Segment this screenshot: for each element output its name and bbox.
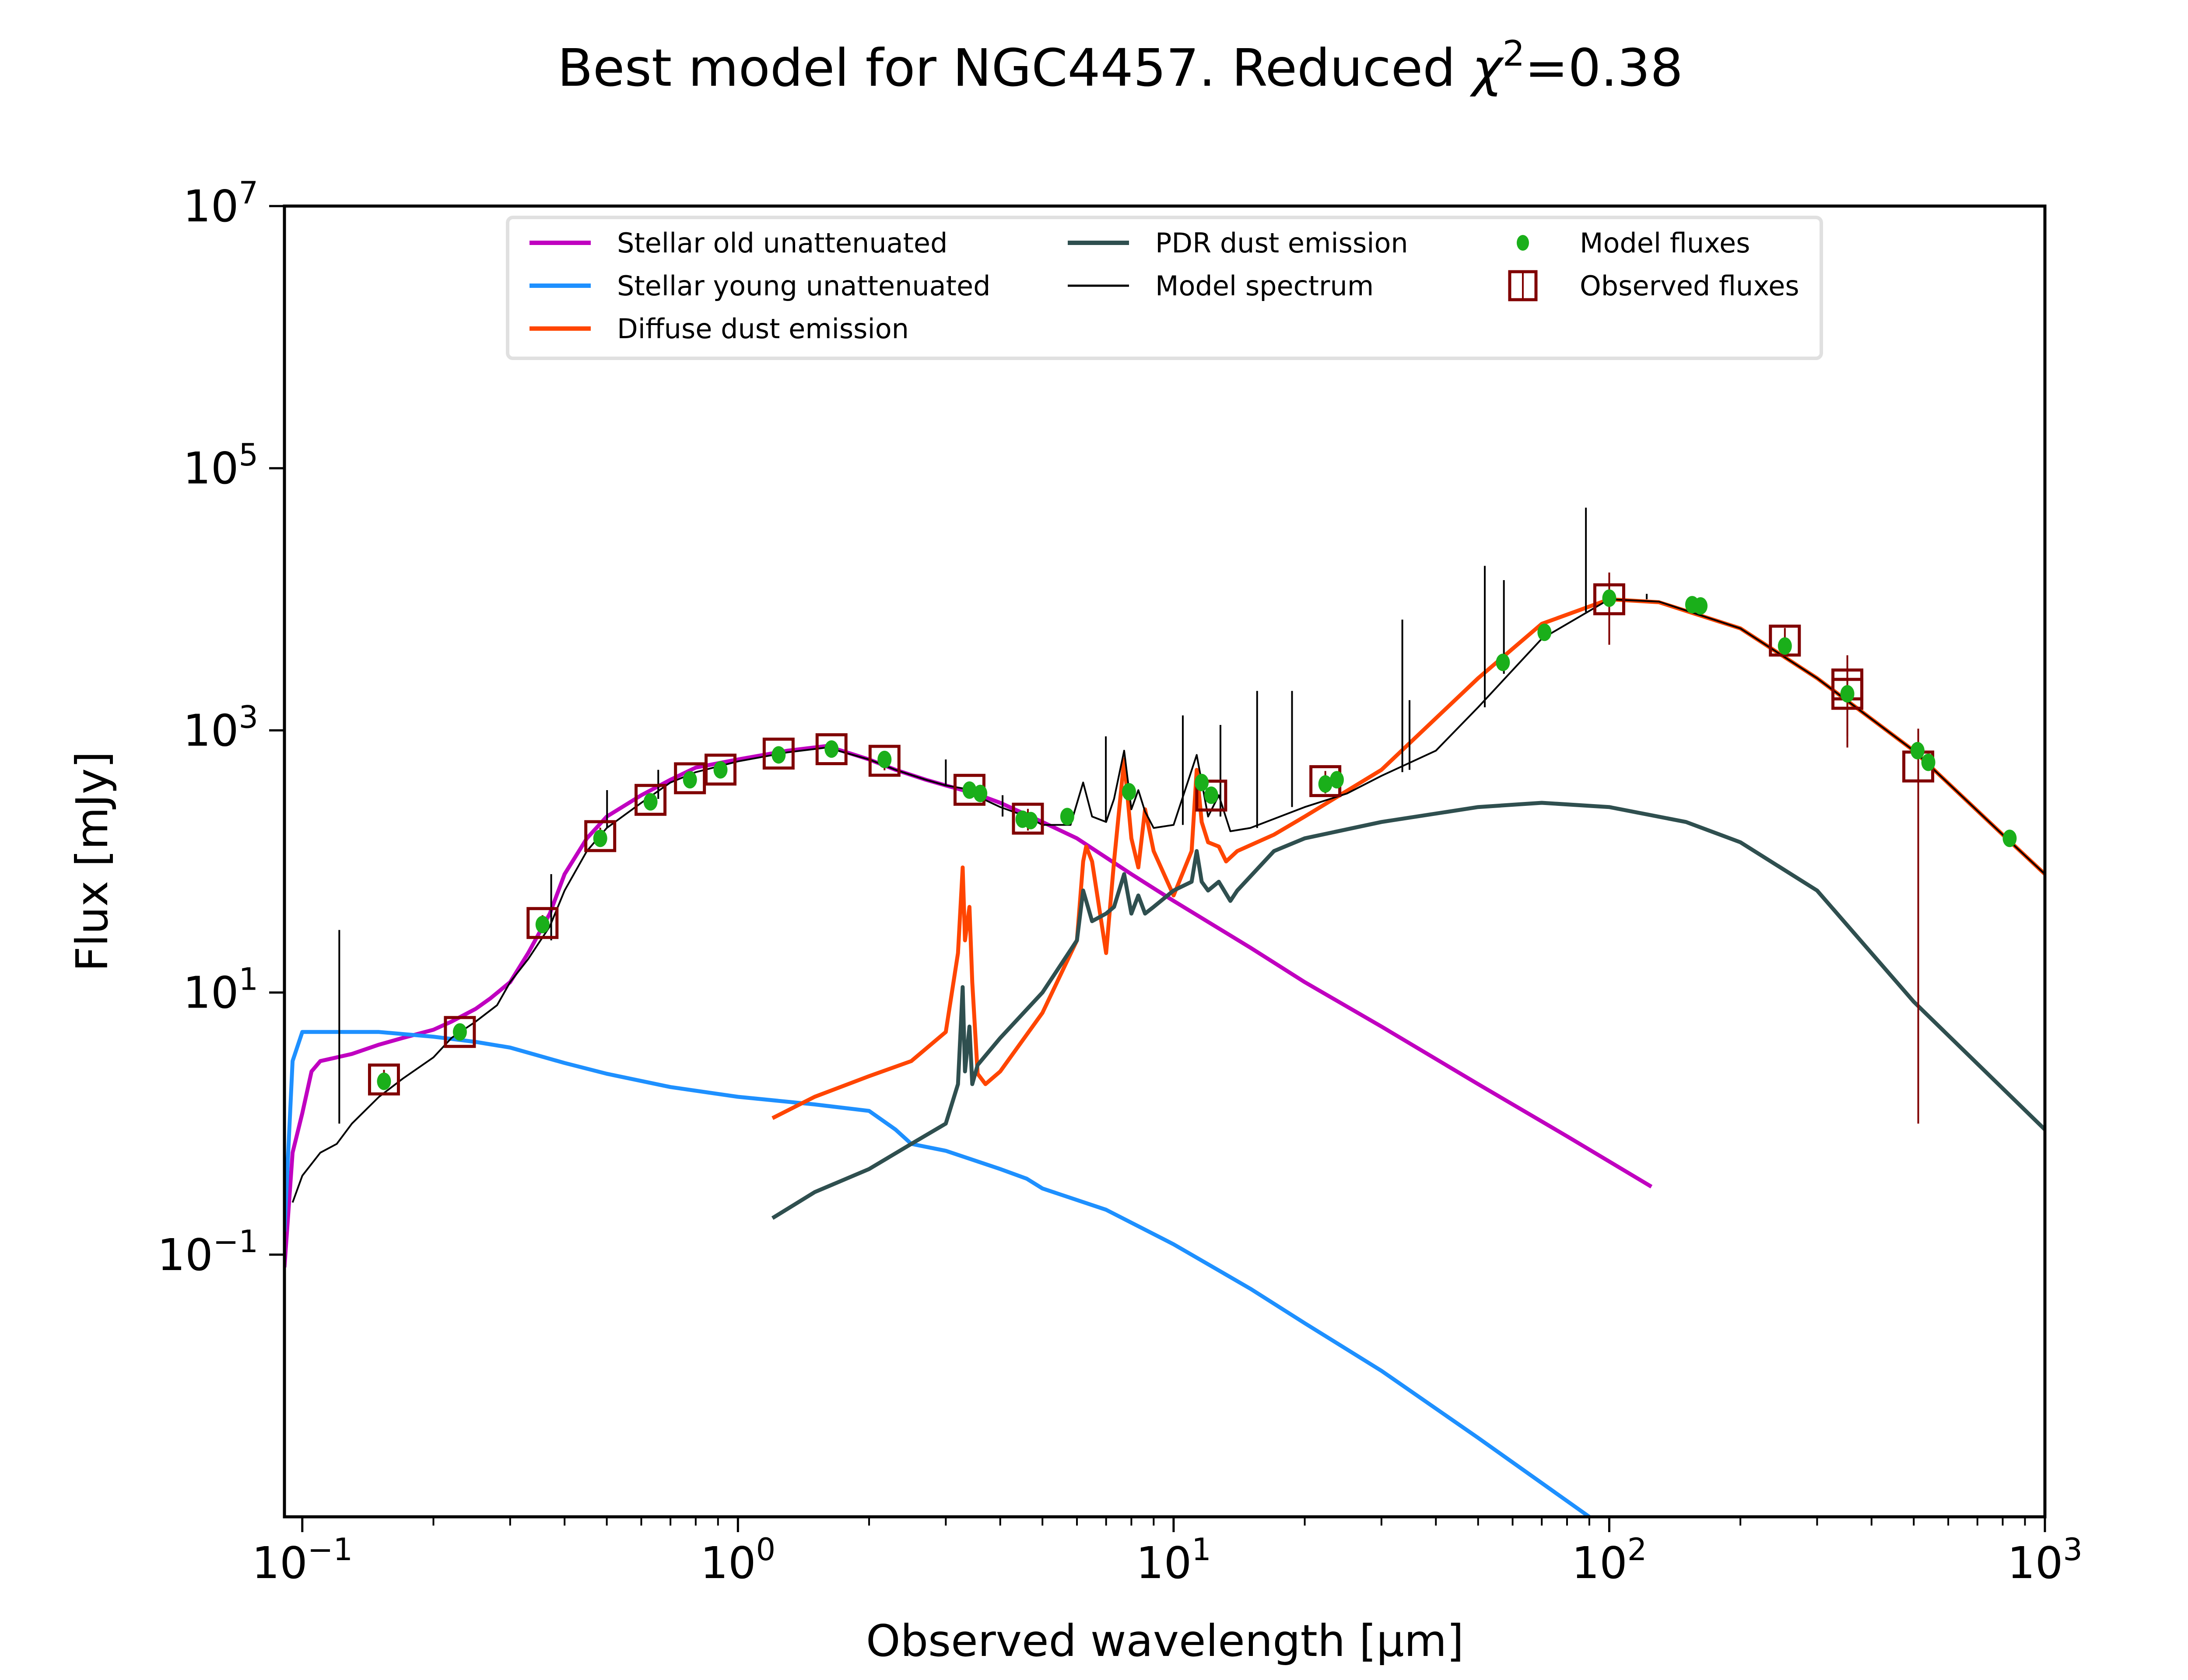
- legend-item-diffuse-dust-emission: Diffuse dust emission: [529, 313, 909, 345]
- observed-flux-marker: [526, 907, 559, 939]
- model-flux-point: [452, 1023, 467, 1041]
- model-flux-point: [1060, 808, 1074, 826]
- x-tick-label: 10−1: [252, 1532, 353, 1589]
- x-tick-label: 101: [1136, 1532, 1211, 1589]
- y-tick-label: 101: [183, 962, 258, 1018]
- model-flux-point: [1537, 623, 1552, 641]
- observed-flux-marker: [368, 1063, 400, 1096]
- model-flux-point: [1602, 589, 1616, 607]
- legend-label: Observed fluxes: [1580, 270, 1799, 302]
- title-suffix: =0.38: [1525, 38, 1683, 98]
- model-flux-point: [962, 781, 977, 799]
- y-tick-label: 105: [183, 437, 258, 494]
- model-flux-point: [2002, 830, 2017, 847]
- observed-flux-marker: [868, 745, 901, 777]
- observed-flux-marker: [815, 733, 848, 766]
- model-flux-point: [535, 916, 550, 934]
- observed-flux-marker: [584, 820, 617, 852]
- series-line-diffuse-dust-emission: [771, 597, 2045, 1120]
- x-tick-label: 103: [2007, 1532, 2083, 1589]
- model-flux-point: [1496, 654, 1510, 672]
- observed-flux-marker: [1012, 802, 1044, 835]
- legend-item-model-fluxes: Model fluxes: [1517, 227, 1750, 259]
- title-prefix: Best model for NGC4457. Reduced: [558, 38, 1472, 98]
- legend-label: PDR dust emission: [1155, 227, 1408, 259]
- model-flux-point: [593, 830, 607, 847]
- model-fluxes-layer: [377, 589, 2017, 1090]
- legend-swatch: [1517, 235, 1529, 251]
- x-axis: 10−1 100 101 102 103: [252, 1517, 2083, 1589]
- observed-flux-marker: [705, 753, 737, 786]
- legend-item-observed-fluxes: Observed fluxes: [1508, 270, 1799, 302]
- y-axis: 10−1 101 103 105 107: [158, 175, 284, 1281]
- model-flux-point: [377, 1072, 391, 1090]
- y-tick-label: 10−1: [158, 1224, 258, 1281]
- plot-area: [284, 508, 2045, 1517]
- model-flux-point: [877, 750, 892, 768]
- model-flux-point: [824, 740, 839, 758]
- model-flux-point: [1318, 775, 1332, 793]
- model-flux-point: [1910, 742, 1925, 760]
- model-flux-point: [1694, 597, 1708, 615]
- legend-item-model-spectrum: Model spectrum: [1068, 270, 1374, 302]
- legend-item-stellar-old-unattenuated: Stellar old unattenuated: [529, 227, 947, 259]
- series-layer: [284, 597, 2045, 1517]
- legend-box: [506, 216, 1823, 360]
- model-flux-point: [1921, 753, 1936, 771]
- model-flux-point: [713, 761, 728, 779]
- legend-label: Diffuse dust emission: [617, 313, 909, 345]
- series-line-pdr-dust-emission: [771, 801, 2045, 1220]
- legend-label: Model spectrum: [1155, 270, 1374, 302]
- x-tick-label: 102: [1572, 1532, 1647, 1589]
- observed-flux-marker: [674, 762, 706, 794]
- model-flux-point: [1122, 783, 1136, 801]
- axes-frame: [283, 204, 2047, 1519]
- observed-flux-marker: [444, 1016, 476, 1048]
- legend-label: Stellar old unattenuated: [617, 227, 947, 259]
- observed-flux-marker: [1769, 624, 1801, 657]
- model-flux-point: [1329, 771, 1344, 789]
- legend-item-stellar-young-unattenuated: Stellar young unattenuated: [529, 270, 990, 302]
- y-tick-label: 107: [183, 175, 258, 232]
- y-axis-label: Flux [mJy]: [67, 751, 118, 972]
- observed-flux-marker: [1831, 678, 1864, 710]
- legend-label: Model fluxes: [1580, 227, 1750, 259]
- legend: Stellar old unattenuated Stellar young un…: [506, 216, 1823, 360]
- y-tick-label: 103: [183, 699, 258, 756]
- model-flux-point: [1024, 812, 1038, 830]
- x-axis-label: Observed wavelength [μm]: [866, 1615, 1464, 1666]
- title-sup: 2: [1503, 33, 1525, 74]
- emission-lines-layer: [338, 508, 1697, 1124]
- model-flux-point: [973, 784, 988, 802]
- observed-flux-marker: [762, 737, 795, 770]
- model-flux-point: [771, 746, 786, 764]
- model-flux-point: [1778, 637, 1792, 655]
- series-line-stellar-young-unattenuated: [284, 1030, 1591, 1517]
- model-flux-point: [683, 771, 697, 789]
- model-flux-point: [1195, 774, 1209, 791]
- chart-title: Best model for NGC4457. Reduced χ2=0.38: [558, 33, 1683, 98]
- x-tick-label: 100: [700, 1532, 775, 1589]
- legend-label: Stellar young unattenuated: [617, 270, 990, 302]
- observed-flux-marker: [1593, 583, 1625, 616]
- observed-flux-marker: [635, 784, 667, 816]
- legend-item-pdr-dust-emission: PDR dust emission: [1068, 227, 1408, 259]
- model-flux-point: [643, 793, 658, 811]
- observed-flux-marker: [1195, 779, 1227, 812]
- model-flux-point: [1204, 786, 1218, 804]
- model-flux-point: [1840, 685, 1855, 703]
- title-chi: χ: [1469, 38, 1504, 98]
- series-line-stellar-old-unattenuated: [284, 744, 1653, 1268]
